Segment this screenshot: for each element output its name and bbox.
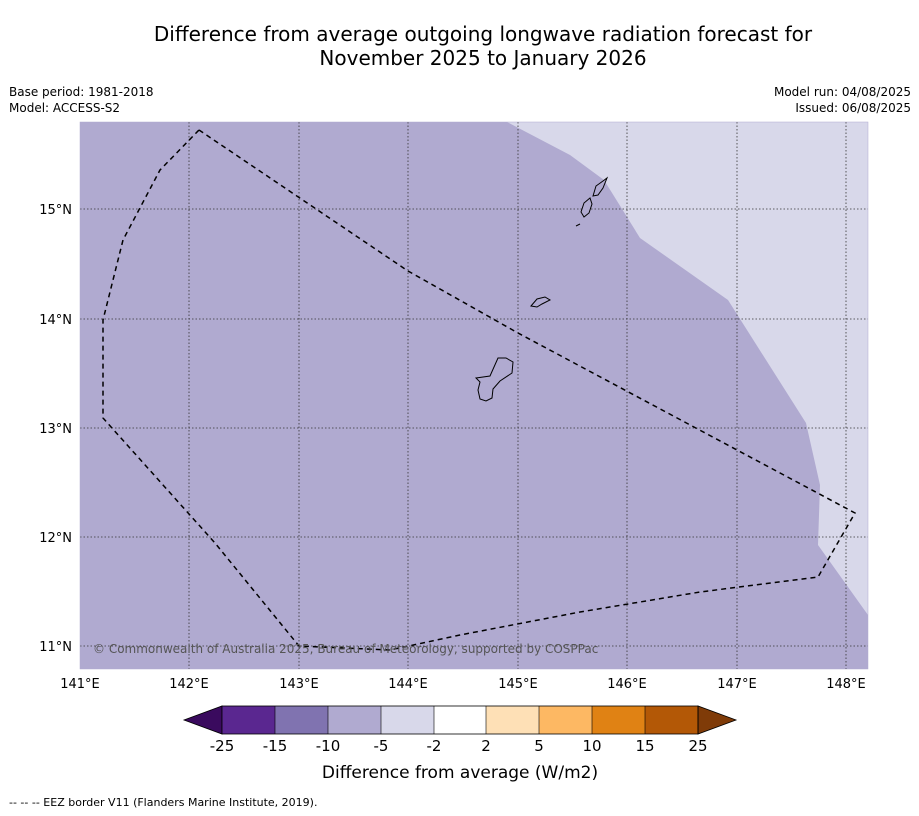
colorbar-label: 5 — [534, 737, 544, 755]
lon-tick-label: 146°E — [607, 677, 647, 692]
colorbar-tick-labels: -25 -15 -10 -5 -2 2 5 10 15 25 — [210, 737, 708, 755]
colorbar-bin — [381, 706, 434, 734]
colorbar-bin — [222, 706, 275, 734]
colorbar-label: -5 — [374, 737, 389, 755]
island-tinian — [580, 197, 593, 218]
colorbar-bin — [486, 706, 539, 734]
colorbar-label: 15 — [635, 737, 654, 755]
map-frame — [79, 121, 869, 670]
lat-tick-label: 13°N — [39, 422, 72, 437]
lon-tick-label: 144°E — [388, 677, 428, 692]
colorbar-separators — [274, 706, 646, 734]
lon-tick-label: 143°E — [279, 677, 319, 692]
colorbar-title: Difference from average (W/m2) — [322, 763, 598, 783]
base-period-label: Base period: 1981-2018 — [9, 85, 154, 99]
lat-tick-label: 11°N — [39, 640, 72, 655]
colorbar-bin — [645, 706, 698, 734]
chart-title: Difference from average outgoing longwav… — [0, 22, 919, 70]
eez-legend-note: -- -- -- EEZ border V11 (Flanders Marine… — [9, 796, 318, 809]
colorbar: -25 -15 -10 -5 -2 2 5 10 15 25 Differenc… — [182, 705, 738, 783]
lat-tick-labels: 15°N 14°N 13°N 12°N 11°N — [39, 203, 72, 655]
title-line-1: Difference from average outgoing longwav… — [153, 22, 813, 46]
lat-tick-label: 12°N — [39, 531, 72, 546]
island-aguijan — [575, 223, 581, 227]
model-run-label: Model run: 04/08/2025 — [773, 85, 911, 99]
lon-tick-label: 142°E — [169, 677, 209, 692]
island-saipan — [592, 176, 609, 197]
meta-right: Model run: 04/08/2025 Issued: 06/08/2025 — [774, 84, 911, 116]
anomaly-field-light — [507, 122, 868, 615]
lat-tick-label: 14°N — [39, 313, 72, 328]
colorbar-label: -25 — [210, 737, 235, 755]
lon-tick-label: 147°E — [717, 677, 757, 692]
colorbar-label: 25 — [688, 737, 707, 755]
colorbar-label: -10 — [316, 737, 341, 755]
lat-tick-label: 15°N — [39, 203, 72, 218]
lon-tick-labels: 141°E 142°E 143°E 144°E 145°E 146°E 147°… — [60, 677, 866, 692]
lon-tick-label: 148°E — [826, 677, 866, 692]
colorbar-bin — [434, 706, 486, 734]
colorbar-bin — [592, 706, 645, 734]
island-guam — [474, 357, 514, 402]
colorbar-extend-high — [697, 705, 738, 735]
colorbar-label: 10 — [582, 737, 601, 755]
colorbar-label: 2 — [481, 737, 491, 755]
colorbar-bin — [275, 706, 328, 734]
eez-border — [102, 129, 857, 651]
lon-tick-label: 145°E — [498, 677, 538, 692]
model-label: Model: ACCESS-S2 — [9, 101, 121, 115]
colorbar-frame — [221, 705, 699, 735]
colorbar-bin — [328, 706, 381, 734]
issued-label: Issued: 06/08/2025 — [795, 101, 911, 115]
island-rota — [530, 296, 552, 308]
colorbar-bin — [539, 706, 592, 734]
title-line-2: November 2025 to January 2026 — [319, 46, 647, 70]
lon-tick-label: 141°E — [60, 677, 100, 692]
graticule — [80, 122, 868, 669]
colorbar-label: -15 — [263, 737, 288, 755]
islands — [474, 176, 609, 402]
copyright-text: © Commonwealth of Australia 2025, Bureau… — [93, 642, 598, 656]
colorbar-label: -2 — [427, 737, 442, 755]
map-area — [80, 122, 868, 669]
colorbar-extend-low — [182, 705, 223, 735]
meta-left: Base period: 1981-2018 Model: ACCESS-S2 — [9, 84, 154, 116]
